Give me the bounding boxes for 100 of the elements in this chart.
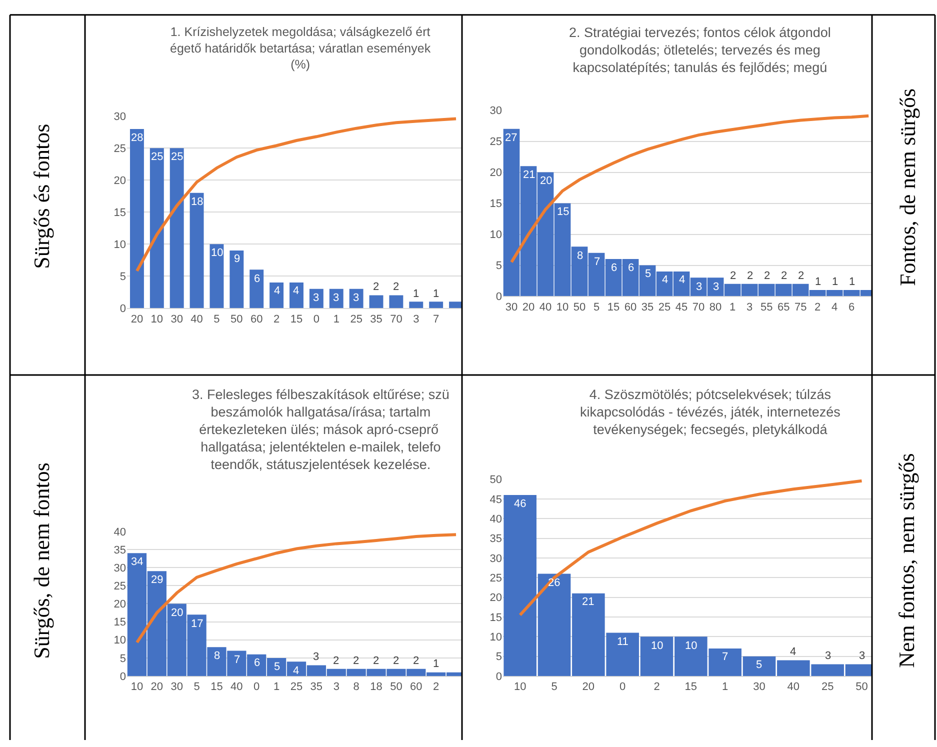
x-tick-label: 50 [390, 681, 402, 694]
x-tick-label: 65 [777, 301, 790, 314]
data-label: 6 [254, 657, 260, 669]
x-tick-label: 1 [273, 681, 280, 694]
x-tick-label: 5 [593, 301, 600, 314]
x-tick-label: 40 [230, 681, 243, 694]
data-label: 25 [171, 151, 184, 163]
x-tick-label: 3 [413, 313, 420, 326]
data-label: 2 [353, 655, 360, 667]
data-label: 5 [274, 661, 280, 673]
data-label: 18 [191, 196, 204, 208]
data-label: 29 [151, 574, 164, 586]
x-tick-label: 55 [760, 301, 773, 314]
x-tick-label: 4 [832, 301, 838, 314]
x-tick-label: 1 [333, 313, 340, 326]
data-label: 21 [582, 596, 594, 608]
x-tick-label: 30 [753, 681, 766, 694]
data-label: 2 [781, 270, 788, 282]
data-label: 4 [662, 274, 668, 286]
x-tick-label: 75 [794, 301, 807, 314]
data-label: 3 [353, 292, 360, 304]
x-tick-label: 25 [821, 681, 834, 694]
data-label: 5 [756, 659, 762, 671]
data-label: 7 [722, 651, 728, 663]
x-tick-label: 15 [210, 681, 223, 694]
x-tick-label: 2 [654, 681, 660, 694]
data-label: 8 [577, 250, 584, 262]
x-tick-label: 25 [350, 313, 362, 326]
data-label: 2 [413, 655, 420, 667]
x-tick-label: 15 [684, 681, 698, 694]
text: Sürgős, de nem fontos [29, 462, 54, 659]
data-label: 25 [151, 151, 164, 163]
x-tick-label: 0 [620, 681, 626, 694]
data-label: 4 [293, 285, 300, 297]
y-tick-label: 25 [114, 143, 126, 156]
y-tick-label: 5 [120, 652, 126, 665]
y-tick-label: 0 [496, 291, 502, 304]
text: Sürgős és fontos [29, 124, 54, 269]
y-tick-label: 40 [490, 513, 502, 526]
data-label: 2 [393, 655, 400, 667]
chart-title: 3. Felesleges félbeszakítások eltűrése; szü beszámolók hallgatása/írása; tartalm értekezleteken ülés; mások apró-cseprő hallgatása; jelentéktelen e-mailek, telefo teendők, státuszjelentések kezelése. [192, 387, 450, 472]
y-tick-label: 15 [114, 616, 126, 629]
bar [250, 270, 264, 308]
chart-title: 4. Szöszmötölés; pótcselekvések; túlzás kikapcsolódás - tévézés, játék, internetezés tevékenységek; fecsegés, pletykálkodá [580, 387, 841, 438]
x-tick-label: 15 [607, 301, 620, 314]
y-tick-label: 25 [490, 136, 502, 148]
bar [309, 288, 324, 308]
bar [389, 295, 404, 308]
data-label: 20 [540, 175, 552, 187]
x-tick-label: 20 [150, 681, 164, 694]
x-tick-label: 2 [814, 301, 821, 314]
data-label: 1 [433, 288, 440, 300]
data-label: 3 [333, 292, 340, 304]
x-tick-label: 6 [848, 301, 855, 314]
x-tick-label: 50 [573, 301, 586, 314]
x-tick-label: 1 [722, 681, 728, 694]
y-tick-label: 45 [490, 494, 502, 506]
x-tick-label: 70 [390, 313, 402, 326]
data-label: 17 [191, 618, 204, 630]
x-tick-label: 35 [641, 301, 654, 314]
x-tick-label: 50 [856, 681, 868, 694]
x-tick-label: 30 [170, 313, 183, 326]
y-tick-label: 10 [114, 238, 126, 251]
x-tick-label: 5 [551, 681, 558, 694]
x-tick-label: 20 [582, 681, 595, 694]
x-tick-label: 30 [505, 301, 518, 314]
x-tick-label: 0 [313, 313, 320, 326]
x-tick-label: 30 [170, 681, 183, 694]
y-tick-label: 10 [114, 634, 126, 647]
x-tick-label: 10 [150, 313, 164, 326]
bar [329, 288, 344, 308]
data-label: 10 [651, 640, 664, 652]
x-tick-label: 35 [310, 681, 323, 694]
x-tick-label: 10 [556, 301, 569, 314]
text: Fontos, de nem sürgős [894, 88, 920, 286]
x-tick-label: 7 [433, 313, 440, 326]
data-label: 3 [313, 292, 320, 304]
data-label: 2 [333, 655, 340, 667]
data-label: 1 [433, 658, 440, 670]
data-label: 1 [849, 276, 856, 288]
bar [130, 128, 144, 308]
data-label: 5 [645, 268, 652, 280]
data-label: 9 [234, 253, 240, 265]
x-tick-label: 5 [194, 681, 200, 694]
bar [170, 148, 184, 308]
data-label: 3 [859, 650, 866, 662]
y-tick-label: 10 [490, 632, 502, 644]
data-label: 46 [514, 498, 526, 510]
bar [190, 192, 204, 308]
data-label: 3 [713, 281, 720, 293]
bar [270, 282, 284, 308]
data-label: 20 [171, 607, 184, 619]
data-label: 7 [594, 256, 600, 268]
y-tick-label: 30 [114, 111, 126, 124]
chart-title: 2. Stratégiai tervezés; fontos célok átgondol gondolkodás; ötletelés; tervezés és meg kapcsolatépítés; tanulás és fejlődés; megú [569, 25, 831, 76]
y-tick-label: 40 [114, 526, 126, 538]
y-tick-label: 35 [114, 544, 126, 556]
y-tick-label: 15 [490, 198, 502, 210]
data-label: 8 [214, 650, 220, 662]
y-tick-label: 15 [114, 206, 126, 219]
